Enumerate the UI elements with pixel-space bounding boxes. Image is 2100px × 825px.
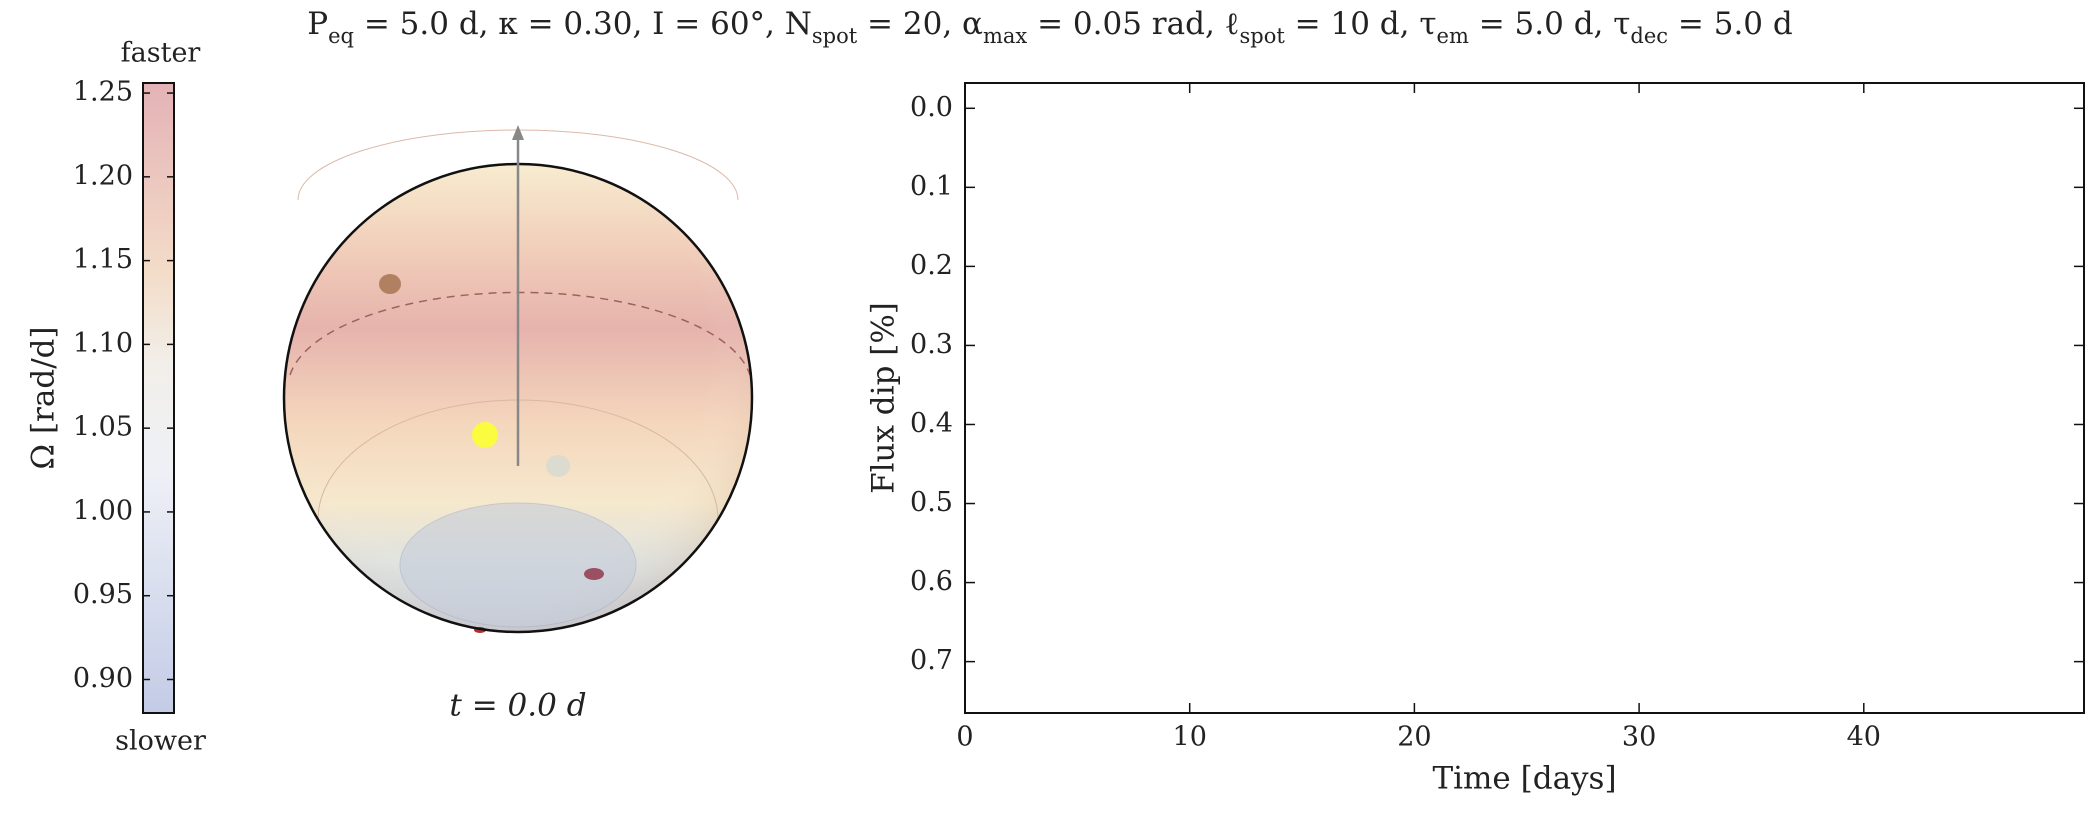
title-subscript: em [1437,24,1469,48]
spot [546,455,570,477]
polar-cap [399,502,637,628]
x-tick-label: 40 [1847,722,1881,753]
equator-line [289,291,751,376]
y-tick-label: 1.20 [73,160,133,191]
y-tick-label: 0.2 [910,250,953,281]
y-tick-label: 0.4 [910,408,953,439]
x-tick-label: 20 [1397,722,1431,753]
star-sphere: t = 0.0 d [282,125,754,724]
figure-title: Peq = 5.0 d, κ = 0.30, I = 60°, Nspot = … [307,6,1792,48]
y-tick-label: 1.10 [73,328,133,359]
title-text: = 20, α [857,6,983,42]
title-subscript: spot [1240,24,1286,48]
y-tick-label: 1.00 [73,495,133,526]
y-tick-label: 0.0 [910,92,953,123]
time-label: t = 0.0 d [449,688,586,724]
colorbar-bottom-label: slower [115,726,206,757]
title-text: = 10 d, τ [1285,6,1437,42]
x-tick-label: 0 [956,722,973,753]
title-subscript: dec [1630,24,1668,48]
colorbar-label: Ω [rad/d] [26,326,62,469]
title-text: = 5.0 d [1668,6,1793,42]
title-text: = 5.0 d, τ [1469,6,1631,42]
y-tick-label: 0.95 [73,579,133,610]
title-text: P [307,6,328,42]
y-axis-label: Flux dip [%] [866,302,902,494]
title-subscript: spot [812,24,858,48]
x-tick-label: 30 [1622,722,1656,753]
spot [472,422,498,448]
spot [379,274,401,294]
y-tick-label: 0.5 [910,487,953,518]
title-text: = 0.05 rad, ℓ [1027,6,1239,42]
y-tick-label: 1.15 [73,244,133,275]
x-axis-label: Time [days] [1432,761,1616,797]
plot-area [964,82,2085,714]
spot [584,568,604,580]
y-tick-label: 1.05 [73,412,133,443]
colorbar-top-label: faster [121,38,201,69]
title-text: = 5.0 d, κ = 0.30, I = 60°, N [354,6,812,42]
title-subscript: eq [328,24,354,48]
y-tick-label: 0.90 [73,663,133,694]
title-subscript: max [983,24,1027,48]
y-tick-label: 0.1 [910,171,953,202]
colorbar [142,82,175,714]
y-tick-label: 1.25 [73,77,133,108]
y-tick-label: 0.7 [910,645,953,676]
x-tick-label: 10 [1173,722,1207,753]
rotation-axis-arrow [512,125,524,140]
y-tick-label: 0.3 [910,329,953,360]
y-tick-label: 0.6 [910,566,953,597]
